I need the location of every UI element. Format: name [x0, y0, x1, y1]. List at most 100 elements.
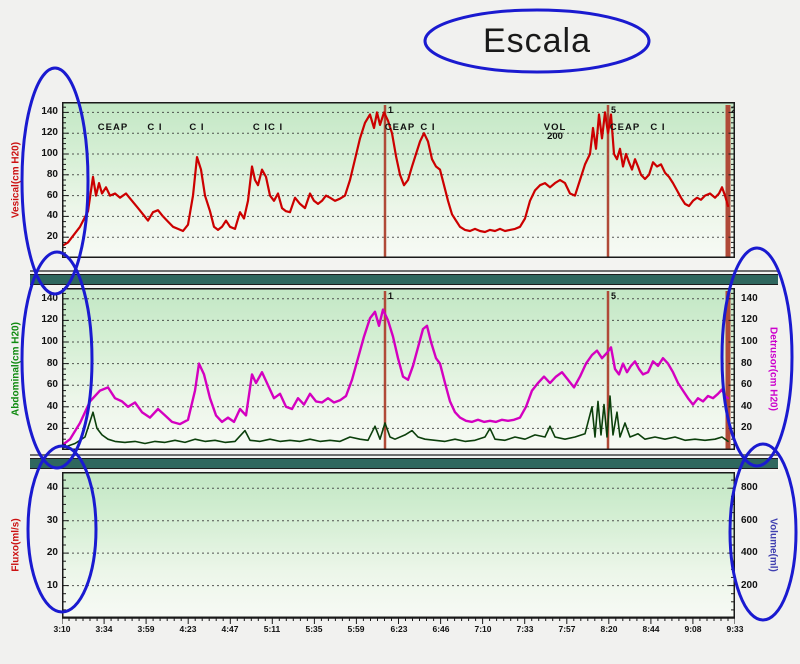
- separator-band: [30, 458, 778, 469]
- x-tick-label: 6:46: [432, 624, 450, 634]
- x-tick-label: 9:33: [726, 624, 744, 634]
- vesical-left-tick-labels: 20 40 60 80 100 120 140: [30, 102, 58, 258]
- svg-text:CEAP: CEAP: [98, 122, 128, 133]
- x-tick-label: 5:11: [263, 624, 281, 634]
- y-tick-label: 100: [741, 336, 758, 347]
- fluxo-plot-area: [62, 472, 735, 618]
- volume-axis-title: Volume(ml): [767, 518, 779, 572]
- y-tick-label: 60: [46, 379, 58, 390]
- x-tick-label: 8:44: [642, 624, 660, 634]
- time-axis: [62, 617, 735, 624]
- panel-separator-1: [30, 258, 778, 288]
- svg-text:C IC I: C IC I: [253, 122, 283, 133]
- y-tick-label: 40: [46, 210, 58, 221]
- y-tick-label: 20: [741, 422, 753, 433]
- vesical-right-tick-labels: [739, 102, 769, 258]
- x-tick-label: 9:08: [684, 624, 702, 634]
- x-tick-label: 6:23: [390, 624, 408, 634]
- y-tick-label: 140: [41, 106, 58, 117]
- svg-text:VOL: VOL: [544, 122, 567, 133]
- y-tick-label: 140: [741, 293, 758, 304]
- y-tick-label: 80: [46, 169, 58, 180]
- y-tick-label: 120: [41, 314, 58, 325]
- detrusor-right-tick-labels: 20 40 60 80 100 120 140: [739, 288, 769, 450]
- y-tick-label: 800: [741, 482, 758, 493]
- y-tick-label: 100: [41, 336, 58, 347]
- x-tick-label: 8:20: [600, 624, 618, 634]
- svg-text:5: 5: [611, 105, 616, 115]
- svg-text:200: 200: [547, 131, 563, 142]
- x-tick-label: 3:59: [137, 624, 155, 634]
- separator-band: [30, 274, 778, 285]
- x-tick-label: 7:33: [516, 624, 534, 634]
- y-tick-label: 20: [46, 231, 58, 242]
- y-tick-label: 40: [46, 401, 58, 412]
- y-tick-label: 40: [46, 482, 58, 493]
- y-tick-label: 120: [741, 314, 758, 325]
- gridlines: [62, 111, 735, 238]
- x-tick-label: 3:34: [95, 624, 113, 634]
- x-tick-label: 7:57: [558, 624, 576, 634]
- abdominal-left-tick-labels: 20 40 60 80 100 120 140: [30, 288, 58, 450]
- time-axis-labels: 3:10 3:34 3:59 4:23 4:47 5:11 5:35 5:59 6:23 6:46…: [0, 624, 800, 640]
- svg-text:C I: C I: [147, 122, 162, 133]
- x-tick-label: 4:23: [179, 624, 197, 634]
- escala-title: Escala: [482, 21, 592, 60]
- y-tick-label: 400: [741, 547, 758, 558]
- svg-text:5: 5: [611, 291, 616, 301]
- y-tick-label: 100: [41, 148, 58, 159]
- abdominal-axis-title: Abdominal(cm H20): [10, 322, 22, 416]
- fluxo-axis-title: Fluxo(ml/s): [10, 518, 22, 572]
- trace-abdominal: [62, 395, 729, 449]
- trace-vesical: [62, 111, 730, 247]
- y-tick-label: 600: [741, 515, 758, 526]
- y-tick-label: 120: [41, 127, 58, 138]
- x-tick-label: 5:59: [347, 624, 365, 634]
- separator-line: [30, 270, 778, 272]
- trace-detrusor: [62, 308, 730, 446]
- detrusor-axis-title: Detrusor(cm H20): [767, 327, 779, 411]
- separator-line: [30, 454, 778, 456]
- svg-text:1: 1: [388, 291, 393, 301]
- svg-text:CEAP: CEAP: [610, 122, 640, 133]
- vesical-panel: Vesical(cm H20) 20 40 60 80 100 120 140 1 5 2 CEA…: [0, 102, 800, 258]
- svg-text:C I: C I: [189, 122, 204, 133]
- x-tick-label: 4:47: [221, 624, 239, 634]
- svg-text:CEAP: CEAP: [385, 122, 415, 133]
- y-tick-label: 20: [46, 422, 58, 433]
- svg-text:1: 1: [388, 105, 393, 115]
- vesical-axis-title: Vesical(cm H20): [10, 141, 22, 219]
- x-tick-label: 5:35: [305, 624, 323, 634]
- y-tick-label: 60: [46, 190, 58, 201]
- axis-frame: [62, 288, 735, 450]
- svg-text:C I: C I: [420, 122, 435, 133]
- x-tick-label: 7:10: [474, 624, 492, 634]
- fluxo-volume-panel: Fluxo(ml/s) 10 20 30 40 200 400 600 800 Volume…: [0, 472, 800, 618]
- y-tick-label: 20: [46, 547, 58, 558]
- y-tick-label: 10: [46, 580, 58, 591]
- y-tick-label: 40: [741, 401, 753, 412]
- gridlines: [62, 487, 735, 587]
- panel-separator-2: [30, 450, 778, 472]
- x-tick-label: 3:10: [53, 624, 71, 634]
- svg-text:C I: C I: [650, 122, 665, 133]
- y-tick-label: 30: [46, 515, 58, 526]
- y-tick-label: 80: [741, 358, 753, 369]
- fluxo-plot-svg: [62, 472, 735, 618]
- y-tick-label: 140: [41, 293, 58, 304]
- axis-frame: [62, 472, 735, 618]
- y-tick-label: 60: [741, 379, 753, 390]
- volume-right-tick-labels: 200 400 600 800: [739, 472, 769, 618]
- fluxo-left-tick-labels: 10 20 30 40: [30, 472, 58, 618]
- y-tick-label: 200: [741, 580, 758, 591]
- y-tick-label: 80: [46, 358, 58, 369]
- svg-text:2: 2: [731, 105, 735, 115]
